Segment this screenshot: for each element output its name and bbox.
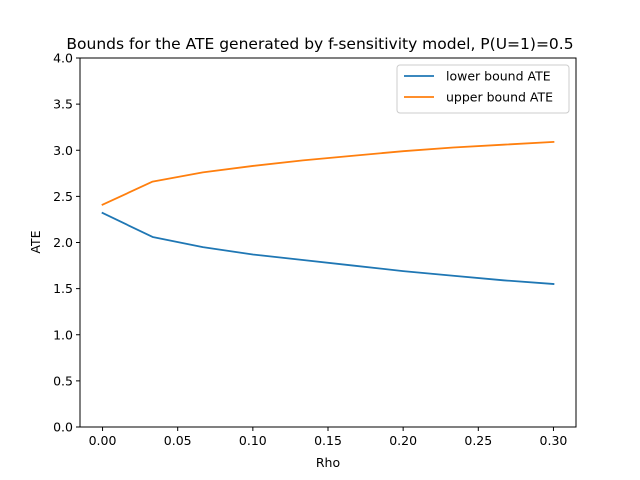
y-tick-label: 2.5	[53, 189, 73, 204]
legend-label: lower bound ATE	[446, 69, 551, 84]
x-axis: 0.00 0.05 0.10 0.15 0.20 0.25 0.30	[89, 427, 568, 448]
legend-label: upper bound ATE	[446, 90, 553, 105]
series-group	[101, 141, 555, 285]
x-tick-label: 0.00	[89, 433, 117, 448]
x-tick-label: 0.05	[164, 433, 192, 448]
x-axis-label: Rho	[316, 455, 340, 470]
y-tick-label: 1.0	[53, 327, 73, 342]
y-tick-label: 4.0	[53, 51, 73, 66]
y-tick-label: 1.5	[53, 281, 73, 296]
legend-box	[396, 64, 570, 114]
y-axis: 0.0 0.5 1.0 1.5 2.0 2.5 3.0 3.5 4.0	[53, 51, 80, 435]
x-tick-label: 0.25	[464, 433, 492, 448]
y-tick-label: 0.0	[53, 420, 73, 435]
x-tick-label: 0.20	[389, 433, 417, 448]
y-tick-label: 2.0	[53, 235, 73, 250]
y-axis-label: ATE	[28, 230, 43, 253]
series-line-upper-bound	[101, 141, 555, 206]
series-line-lower-bound	[101, 211, 555, 285]
x-tick-label: 0.30	[540, 433, 568, 448]
y-tick-label: 3.5	[53, 97, 73, 112]
legend: lower bound ATE upper bound ATE	[396, 64, 570, 114]
x-tick-label: 0.15	[314, 433, 342, 448]
y-tick-label: 3.0	[53, 143, 73, 158]
y-tick-label: 0.5	[53, 373, 73, 388]
chart-title: Bounds for the ATE generated by f-sensit…	[66, 35, 573, 53]
x-tick-label: 0.10	[239, 433, 267, 448]
